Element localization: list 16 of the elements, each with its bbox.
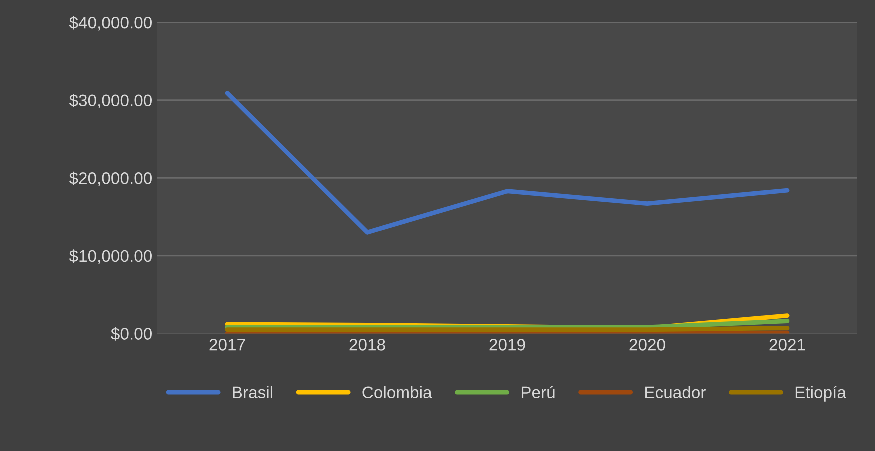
y-tick-label: $30,000.00 (69, 94, 152, 109)
line-series (225, 91, 790, 235)
legend-label: Etiopía (796, 386, 846, 402)
x-tick-label: 2018 (350, 339, 386, 351)
legend-label: Colombia (362, 386, 432, 399)
x-tick-label: 2017 (210, 339, 246, 351)
y-tick-label: $20,000.00 (69, 172, 152, 186)
legend-label: Perú (522, 386, 555, 399)
legend-label: Brasil (233, 386, 272, 399)
y-tick-label: $10,000.00 (69, 250, 152, 264)
x-tick-label: 2019 (490, 339, 526, 351)
legend-label: Ecuador (646, 386, 706, 399)
y-tick-label: $0.00 (111, 327, 152, 341)
x-tick-label: 2021 (770, 339, 806, 351)
x-tick-label: 2020 (630, 339, 666, 351)
y-tick-label: $40,000.00 (69, 16, 152, 31)
